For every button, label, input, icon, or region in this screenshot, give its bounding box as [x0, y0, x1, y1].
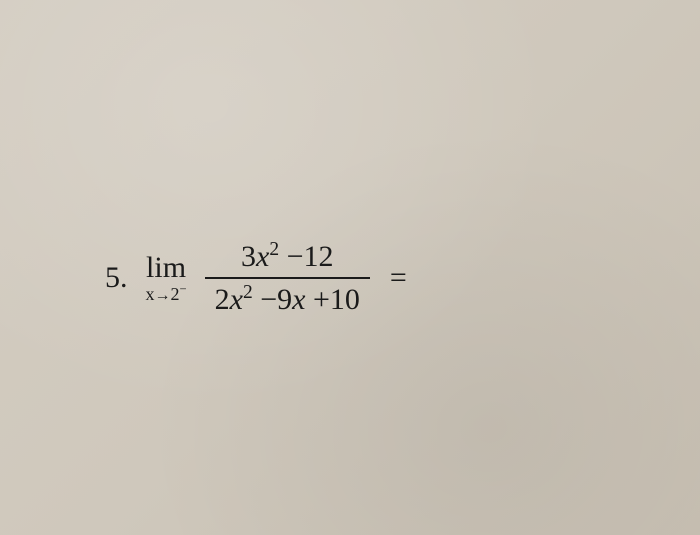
problem-number: 5.	[105, 261, 128, 295]
limit-subscript: x→2−	[146, 285, 187, 304]
denominator: 2x2 −9x +10	[205, 279, 370, 316]
den-coef2: 9	[277, 283, 292, 316]
limit-arrow: →	[155, 287, 171, 304]
den-op1: −	[260, 283, 277, 316]
num-coef: 3	[241, 240, 256, 273]
equals-sign: =	[390, 261, 407, 295]
den-var2: x	[292, 283, 305, 316]
den-exp1: 2	[243, 282, 253, 303]
limit-operator-block: lim x→2−	[146, 253, 187, 304]
limit-direction: −	[180, 282, 187, 296]
num-const: 12	[303, 240, 333, 273]
limit-approach: 2	[171, 284, 180, 304]
num-var: x	[256, 240, 269, 273]
den-coef1: 2	[215, 283, 230, 316]
limit-equation: 5. lim x→2− 3x2 −12 2x2 −9x +10 =	[105, 240, 407, 316]
num-op: −	[287, 240, 304, 273]
num-exp: 2	[269, 239, 279, 260]
limit-text: lim	[146, 253, 186, 283]
den-op2: +	[313, 283, 330, 316]
numerator: 3x2 −12	[231, 240, 344, 277]
limit-variable: x	[146, 284, 155, 304]
den-const: 10	[330, 283, 360, 316]
fraction: 3x2 −12 2x2 −9x +10	[205, 240, 370, 316]
den-var1: x	[230, 283, 243, 316]
